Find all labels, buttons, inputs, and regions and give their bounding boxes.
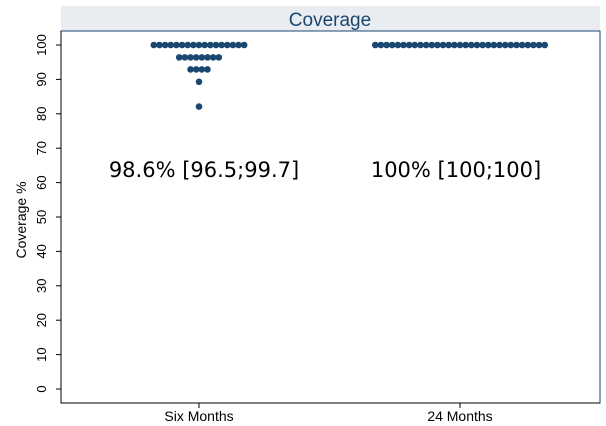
data-point <box>175 54 183 61</box>
y-tick-label: 70 <box>34 141 49 155</box>
y-tick-label: 10 <box>34 347 49 361</box>
y-axis-label: Coverage % <box>13 181 29 258</box>
data-point <box>388 41 396 49</box>
x-tick-label: 24 Months <box>427 408 492 424</box>
data-point <box>192 54 200 61</box>
y-tick-label: 40 <box>34 244 49 258</box>
data-point <box>428 41 436 49</box>
data-point <box>204 66 211 73</box>
data-point <box>198 66 206 73</box>
data-point <box>405 41 413 49</box>
data-point <box>462 41 469 49</box>
y-axis-ticks: 0 10 20 30 40 50 60 70 80 90 100 <box>34 34 61 393</box>
data-point <box>518 41 526 49</box>
data-point <box>400 41 407 49</box>
data-point <box>195 78 203 86</box>
chart-title: Coverage <box>289 10 371 31</box>
y-tick-label: 30 <box>34 279 49 293</box>
data-point <box>223 41 231 49</box>
data-point <box>484 41 492 49</box>
data-point <box>377 41 385 49</box>
data-point <box>207 41 214 49</box>
data-point <box>473 41 481 49</box>
data-point <box>201 41 208 49</box>
data-point <box>445 41 453 49</box>
data-point <box>198 54 206 61</box>
data-point <box>468 41 475 49</box>
data-point <box>524 41 532 49</box>
data-point <box>422 41 430 49</box>
data-point <box>417 41 424 49</box>
x-axis-ticks: Six Months 24 Months <box>164 403 493 424</box>
y-tick-label: 0 <box>34 385 49 392</box>
data-point <box>156 41 163 49</box>
data-point <box>434 41 441 49</box>
data-point <box>394 41 402 49</box>
data-point <box>456 41 464 49</box>
data-point <box>229 41 237 49</box>
data-point <box>181 54 189 61</box>
data-point <box>383 41 390 49</box>
data-point <box>178 41 186 49</box>
data-point <box>541 41 549 49</box>
data-point <box>173 41 180 49</box>
data-point <box>530 41 537 49</box>
y-tick-label: 50 <box>34 210 49 224</box>
data-point <box>490 41 498 49</box>
data-point <box>371 41 379 49</box>
data-point <box>215 54 223 61</box>
data-point <box>184 41 191 49</box>
data-point <box>167 41 175 49</box>
data-point <box>161 41 169 49</box>
y-tick-label: 90 <box>34 72 49 86</box>
data-point <box>479 41 486 49</box>
title-band <box>61 6 600 31</box>
data-point <box>187 66 194 73</box>
data-point <box>501 41 509 49</box>
data-point <box>439 41 447 49</box>
plot-area <box>60 30 601 404</box>
data-point <box>187 54 194 61</box>
y-tick-label: 60 <box>34 175 49 189</box>
data-point <box>240 41 248 49</box>
data-point <box>218 41 225 49</box>
y-tick-label: 100 <box>34 34 49 56</box>
data-point <box>496 41 503 49</box>
data-point <box>451 41 458 49</box>
data-point <box>507 41 515 49</box>
data-point <box>411 41 419 49</box>
annotation-24-months: 100% [100;100] <box>371 158 541 182</box>
y-tick-label: 80 <box>34 107 49 121</box>
data-point <box>150 41 158 49</box>
data-point <box>535 41 543 49</box>
data-point <box>190 41 197 49</box>
data-point <box>195 103 203 110</box>
data-point <box>204 54 211 61</box>
x-tick-label: Six Months <box>164 408 233 424</box>
data-point <box>195 41 203 49</box>
data-point <box>513 41 520 49</box>
data-point <box>235 41 242 49</box>
data-point <box>212 41 220 49</box>
annotation-six-months: 98.6% [96.5;99.7] <box>109 158 299 182</box>
data-points <box>150 41 549 110</box>
data-point <box>192 66 200 73</box>
data-point <box>209 54 217 61</box>
y-tick-label: 20 <box>34 313 49 327</box>
